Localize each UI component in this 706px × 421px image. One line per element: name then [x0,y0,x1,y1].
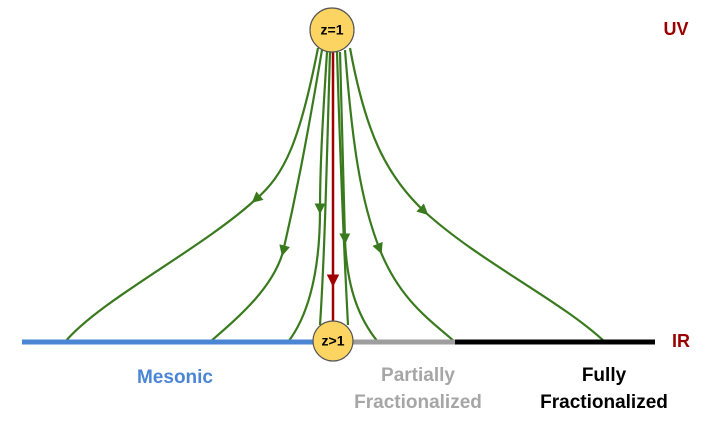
phase-label: Partially [381,365,455,386]
flow-line [64,47,320,343]
ir-node [312,320,354,362]
flow-line [287,51,329,343]
phase-label: Fractionalized [540,392,668,413]
flow-line [343,49,456,343]
flow-line [209,49,324,343]
node-label: z=1 [321,22,344,38]
flow-line [348,47,606,343]
ir-label: IR [672,331,690,351]
uv-node [309,7,355,53]
phase-label: Mesonic [137,367,213,388]
flow-line [318,51,332,326]
flow-line [338,51,379,343]
flow-line [335,51,350,326]
flow-lines [64,47,606,343]
phase-label: Fully [582,365,627,386]
node-label: z>1 [322,333,345,349]
phase-label: Fractionalized [354,392,482,413]
uv-label: UV [663,19,688,39]
